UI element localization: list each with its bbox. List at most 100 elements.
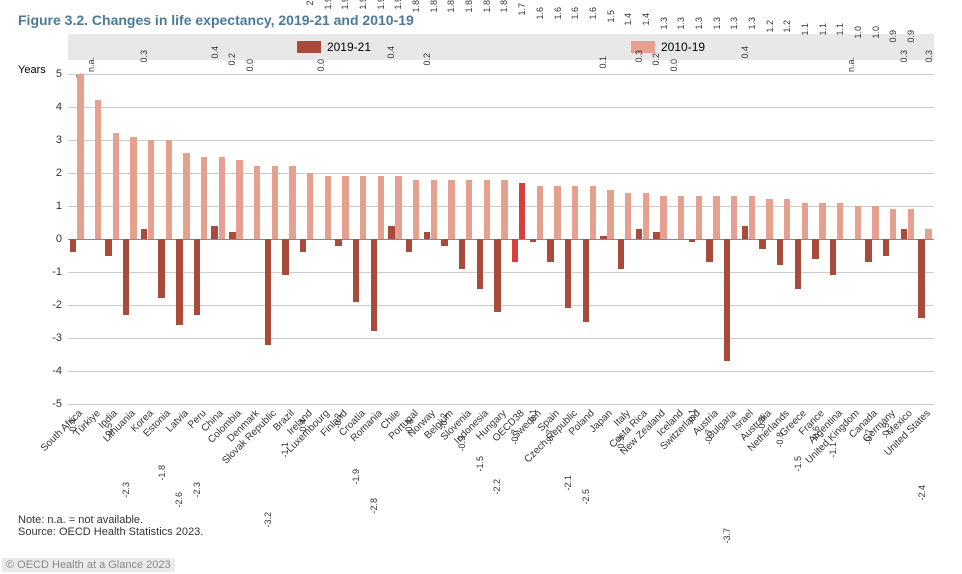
bar-s2: 1.9 [378, 176, 384, 239]
bar-s2: 1.8 [466, 180, 472, 239]
bar-s1: 0.2 [653, 232, 659, 239]
bar-s2: 1.2 [766, 199, 772, 239]
bar-value-label: 1.3 [659, 17, 669, 30]
bar-s1: 0.3 [901, 229, 907, 239]
bar-s2: 0.9 [908, 209, 914, 239]
bar-value-label: 1.4 [623, 13, 633, 26]
bar-s1: 0.1 [600, 236, 606, 239]
y-axis-label: Years [18, 64, 46, 76]
bar-group: n.a.1.0 [846, 74, 864, 404]
bar-group: -0.91.4 [616, 74, 634, 404]
bar-s2: 1.6 [554, 186, 560, 239]
bar-s1: -0.4 [70, 239, 76, 252]
bar-s2: 1.9 [360, 176, 366, 239]
bar-s1: 0.4 [742, 226, 748, 239]
bar-value-label: 1.6 [535, 7, 545, 20]
bar-s1: -2.2 [494, 239, 500, 312]
bar-group: -1.51.8 [474, 74, 492, 404]
bar-value-label: 0.2 [422, 53, 432, 66]
bar-value-label: 1.9 [340, 0, 350, 9]
bar-s1: -0.1 [530, 239, 536, 242]
bar-group: -0.21.9 [333, 74, 351, 404]
bar-group: 0.02.2 [245, 74, 263, 404]
bar-s1: -2.8 [371, 239, 377, 331]
bar-group: 0.22.4 [227, 74, 245, 404]
bar-s2: 2.5 [219, 157, 225, 240]
bar-group: -0.61.1 [810, 74, 828, 404]
bar-value-label: 0.3 [924, 50, 934, 63]
bar-value-label: 0.4 [386, 46, 396, 59]
bar-value-label: 1.4 [641, 13, 651, 26]
bar-group: -2.21.8 [492, 74, 510, 404]
bar-s1: -0.7 [547, 239, 553, 262]
bar-group: -0.4//8.3 [68, 74, 86, 404]
bar-value-label: 0.2 [227, 53, 237, 66]
bar-group: 0.33.0 [139, 74, 157, 404]
bar-s2: 1.6 [537, 186, 543, 239]
bar-value-label: 1.3 [712, 17, 722, 30]
bar-s2: 1.3 [678, 196, 684, 239]
bar-s1: -2.4 [918, 239, 924, 318]
bar-s1: -0.2 [335, 239, 341, 246]
bar-s1: -3.7 [724, 239, 730, 361]
bar-value-label: -3.7 [722, 528, 732, 544]
bar-s1: -0.1 [689, 239, 695, 242]
bar-s2: 1.3 [749, 196, 755, 239]
bar-group: -1.83.0 [156, 74, 174, 404]
ytick: 4 [56, 101, 68, 113]
bar-value-label: 1.7 [517, 3, 527, 16]
bar-s2: 1.2 [784, 199, 790, 239]
bar-value-label: 1.2 [782, 20, 792, 33]
source-text: Source: OECD Health Statistics 2023. [18, 526, 944, 538]
bar-s2: 2.4 [236, 160, 242, 239]
bar-s2: 1.4 [625, 193, 631, 239]
bar-value-label: 1.3 [729, 17, 739, 30]
bar-s2: 1.1 [837, 203, 843, 239]
bar-value-label: 0.4 [740, 46, 750, 59]
bar-s2: 2.0 [307, 173, 313, 239]
bar-group: -2.32.5 [192, 74, 210, 404]
bar-s1: -0.3 [759, 239, 765, 249]
chart-area: -5-4-3-2-1012345 -0.4//8.3n.a.4.2-0.53.2… [68, 74, 934, 404]
bar-value-label: 1.0 [871, 26, 881, 39]
bar-s2: 1.6 [572, 186, 578, 239]
bar-value-label: 1.8 [429, 0, 439, 13]
bar-s1: 0.2 [424, 232, 430, 239]
bar-value-label: 1.9 [393, 0, 403, 9]
bar-s1: 0.2 [229, 232, 235, 239]
bar-s2: 1.0 [872, 206, 878, 239]
legend: 2019-21 2010-19 [68, 34, 934, 60]
ytick: -1 [52, 266, 68, 278]
bar-value-label: 0.3 [139, 50, 149, 63]
bar-group: -3.71.3 [722, 74, 740, 404]
bar-s2: 8.3 [77, 74, 83, 239]
bar-group: -1.11.1 [828, 74, 846, 404]
bar-value-label: 1.1 [818, 23, 828, 36]
bar-s2: 1.8 [484, 180, 490, 239]
bar-group: -0.11.3 [687, 74, 705, 404]
bar-s1: -0.5 [883, 239, 889, 256]
bar-value-label: n.a. [846, 57, 856, 72]
bar-s2: 1.3 [696, 196, 702, 239]
bar-group: -0.50.9 [881, 74, 899, 404]
bar-s2: 2.6 [183, 153, 189, 239]
bar-group: -0.42.0 [298, 74, 316, 404]
bar-s1: -0.9 [459, 239, 465, 269]
bar-value-label: 1.3 [747, 17, 757, 30]
bar-s2: 1.9 [395, 176, 401, 239]
bar-s1: -1.9 [353, 239, 359, 302]
bar-s2: 1.9 [325, 176, 331, 239]
bar-s2: 2.2 [254, 166, 260, 239]
bar-s1: -2.1 [565, 239, 571, 308]
bar-s1: -0.9 [618, 239, 624, 269]
bar-group: -3.22.2 [262, 74, 280, 404]
bar-s2: 1.8 [448, 180, 454, 239]
bar-s1: -2.6 [176, 239, 182, 325]
bar-group: -0.53.2 [103, 74, 121, 404]
bar-s2: 3.2 [113, 133, 119, 239]
swatch-s1 [297, 41, 321, 53]
bar-s2: 1.3 [731, 196, 737, 239]
bar-value-label: 1.2 [765, 20, 775, 33]
bar-s2: 1.8 [413, 180, 419, 239]
bar-value-label: 0.3 [899, 50, 909, 63]
